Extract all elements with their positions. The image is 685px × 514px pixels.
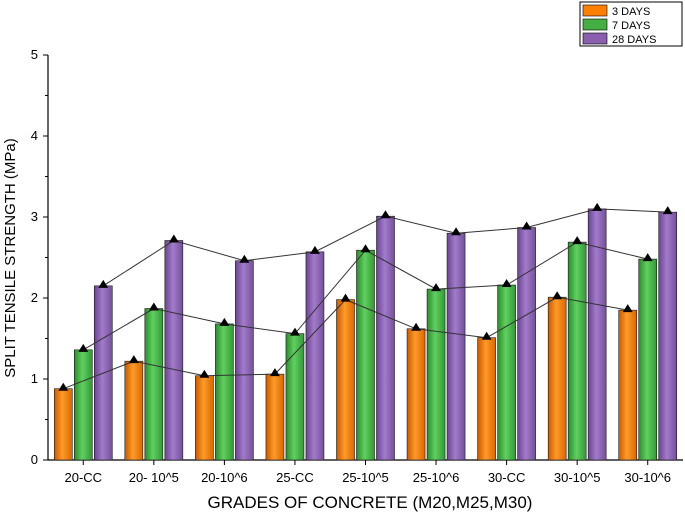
bar-3-days-4 bbox=[336, 299, 355, 461]
marker-7-days-0 bbox=[78, 343, 89, 352]
marker-28-days-8 bbox=[662, 206, 673, 215]
marker-3-days-2 bbox=[199, 369, 210, 378]
legend-label-2: 28 DAYS bbox=[612, 34, 656, 46]
marker-7-days-4 bbox=[360, 244, 371, 253]
bar-7-days-0 bbox=[73, 349, 93, 461]
bar-28-days-5 bbox=[446, 232, 466, 461]
bar-3-days-5 bbox=[406, 328, 426, 461]
marker-7-days-3 bbox=[289, 327, 300, 336]
bar-28-days-1 bbox=[164, 240, 184, 461]
y-tick-label: 1 bbox=[31, 371, 38, 386]
marker-3-days-8 bbox=[622, 304, 633, 313]
bar-7-days-8 bbox=[638, 258, 658, 461]
y-axis-title: SPLIT TENSILE STRENGTH (MPa) bbox=[2, 138, 19, 378]
x-tick-label: 30-CC bbox=[488, 470, 526, 485]
marker-28-days-7 bbox=[592, 202, 603, 211]
x-tick-label: 20-10^6 bbox=[201, 470, 248, 485]
marker-3-days-5 bbox=[411, 322, 422, 331]
bar-3-days-2 bbox=[195, 375, 214, 461]
marker-7-days-7 bbox=[572, 236, 583, 245]
legend-label-1: 7 DAYS bbox=[612, 20, 650, 32]
bar-3-days-3 bbox=[265, 373, 285, 461]
marker-3-days-3 bbox=[269, 368, 280, 377]
marker-28-days-2 bbox=[239, 254, 250, 263]
bar-7-days-2 bbox=[215, 323, 234, 461]
marker-28-days-5 bbox=[451, 227, 462, 236]
legend-label-0: 3 DAYS bbox=[612, 6, 650, 18]
x-tick-label: 30-10^6 bbox=[624, 470, 671, 485]
marker-3-days-4 bbox=[340, 293, 351, 302]
marker-7-days-8 bbox=[642, 253, 653, 262]
x-axis-title: GRADES OF CONCRETE (M20,M25,M30) bbox=[208, 493, 533, 512]
marker-3-days-7 bbox=[552, 291, 563, 300]
marker-28-days-4 bbox=[380, 210, 391, 219]
markers bbox=[58, 202, 673, 391]
x-tick-label: 25-CC bbox=[276, 470, 314, 485]
legend-swatch-2 bbox=[582, 32, 608, 45]
bar-3-days-7 bbox=[547, 296, 567, 461]
legend: 3 DAYS 7 DAYS 28 DAYS bbox=[579, 1, 683, 47]
marker-7-days-1 bbox=[148, 302, 159, 311]
marker-28-days-6 bbox=[521, 221, 532, 230]
bar-7-days-7 bbox=[567, 241, 587, 461]
bar-7-days-1 bbox=[144, 308, 164, 461]
marker-3-days-1 bbox=[128, 355, 139, 364]
tick-labels: 0 1 2 3 4 5 20-CC 20- 10^5 20-10^6 25-CC 25-10^5 25… bbox=[31, 47, 671, 485]
y-tick-label: 2 bbox=[31, 290, 38, 305]
bar-3-days-6 bbox=[477, 337, 496, 461]
y-tick-label: 5 bbox=[31, 47, 38, 62]
y-tick-label: 4 bbox=[31, 128, 38, 143]
bar-3-days-1 bbox=[124, 360, 144, 461]
x-tick-label: 25-10^6 bbox=[413, 470, 460, 485]
x-tick-label: 30-10^5 bbox=[554, 470, 601, 485]
bar-7-days-5 bbox=[426, 288, 446, 461]
marker-28-days-0 bbox=[98, 279, 109, 288]
x-tick-label: 25-10^5 bbox=[342, 470, 389, 485]
bar-7-days-6 bbox=[497, 284, 516, 461]
bar-7-days-4 bbox=[356, 249, 375, 461]
bar-28-days-3 bbox=[305, 251, 325, 461]
bars bbox=[53, 208, 678, 461]
marker-7-days-5 bbox=[431, 283, 442, 292]
bar-28-days-8 bbox=[658, 211, 678, 461]
bar-28-days-4 bbox=[376, 215, 395, 461]
y-tick-label: 0 bbox=[31, 452, 38, 467]
bar-28-days-2 bbox=[235, 260, 254, 461]
legend-swatch-0 bbox=[582, 4, 608, 17]
bar-28-days-6 bbox=[517, 227, 536, 461]
x-tick-label: 20-CC bbox=[64, 470, 102, 485]
y-tick-label: 3 bbox=[31, 209, 38, 224]
legend-swatch-1 bbox=[582, 18, 608, 31]
bar-3-days-8 bbox=[618, 309, 638, 461]
bar-3-days-0 bbox=[53, 388, 73, 461]
marker-3-days-6 bbox=[481, 331, 492, 340]
marker-7-days-6 bbox=[501, 279, 512, 288]
marker-28-days-3 bbox=[309, 245, 320, 254]
x-tick-label: 20- 10^5 bbox=[129, 470, 179, 485]
marker-28-days-1 bbox=[168, 234, 179, 243]
marker-3-days-0 bbox=[58, 382, 69, 391]
marker-7-days-2 bbox=[219, 317, 230, 326]
